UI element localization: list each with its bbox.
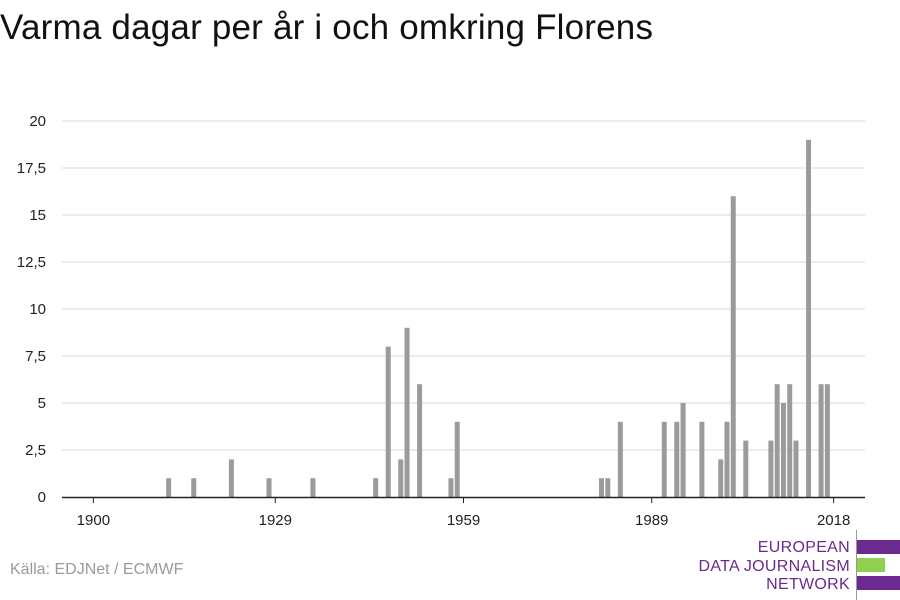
x-tick-label: 2018 [817,512,850,529]
y-tick-label: 2,5 [25,442,46,459]
y-tick-label: 20 [29,113,46,130]
bar [718,459,724,497]
bar [191,478,197,497]
y-tick-label: 17,5 [17,160,46,177]
bar [768,440,774,497]
bar [730,196,736,497]
chart-title: Varma dagar per år i och omkring Florens [0,8,654,47]
bar [674,421,680,497]
bar [724,421,730,497]
bar [310,478,316,497]
x-tick-label: 1900 [77,512,110,529]
bar [699,421,705,497]
bar [806,139,812,498]
bar [661,421,667,497]
bars [166,139,830,498]
y-tick-label: 0 [38,489,46,506]
bar [373,478,379,497]
bar [454,421,460,497]
bar [385,346,391,497]
bar [266,478,272,497]
grid-lines [62,120,865,451]
x-tick-label: 1959 [447,512,480,529]
logo-text-line-2: DATA JOURNALISM [698,558,850,575]
bar [787,384,793,497]
source-note: Källa: EDJNet / ECMWF [10,561,184,578]
bar [404,327,410,497]
y-tick-label: 5 [38,395,46,412]
bar [166,478,172,497]
bar [448,478,454,497]
bar [743,440,749,497]
logo-bar-purple-top [857,540,900,554]
bar [605,478,611,497]
logo-divider [856,530,857,600]
bar [617,421,623,497]
bar [780,403,786,497]
bar [793,440,799,497]
logo-text-line-1: EUROPEAN [757,539,850,556]
bar [599,478,605,497]
y-axis-ticks: 0 2,5 5 7,5 10 12,5 15 17,5 20 [17,113,46,506]
bar [680,403,686,497]
logo-bar-purple-bottom [857,576,900,590]
bar [818,384,824,497]
bar [774,384,780,497]
y-tick-label: 10 [29,301,46,318]
edjnet-logo: EUROPEAN DATA JOURNALISM NETWORK [698,530,900,600]
x-axis: 1900 1929 1959 1989 2018 [62,496,865,529]
bar [398,459,404,497]
y-tick-label: 12,5 [17,254,46,271]
bar [417,384,423,497]
logo-text-line-3: NETWORK [766,576,850,593]
x-tick-label: 1989 [635,512,668,529]
y-tick-label: 7,5 [25,348,46,365]
bar [824,384,830,497]
y-tick-label: 15 [29,207,46,224]
logo-bar-green [857,558,885,572]
bar [228,459,234,497]
x-tick-label: 1929 [259,512,292,529]
